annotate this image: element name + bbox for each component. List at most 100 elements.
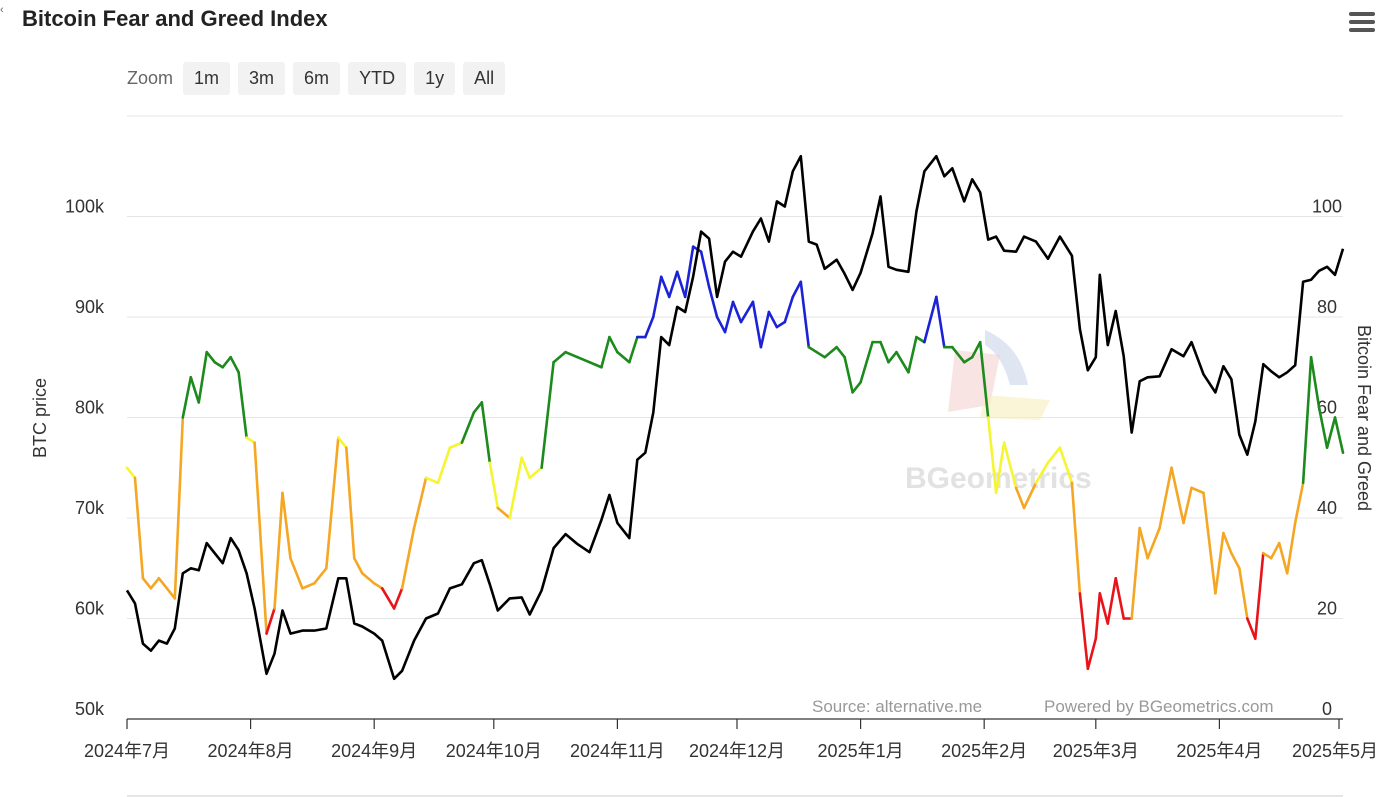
fear-greed-segment <box>528 466 543 480</box>
fear-greed-segment <box>313 566 328 585</box>
fear-greed-segment <box>205 350 217 364</box>
fear-greed-segment <box>1190 486 1205 495</box>
grid-lines <box>127 115 1343 619</box>
fear-greed-segment <box>229 355 240 374</box>
x-tick-label: 2025年5月 <box>1292 741 1378 761</box>
fear-greed-segment <box>352 556 364 575</box>
fear-greed-segment <box>380 587 396 610</box>
fear-greed-segment <box>1034 461 1050 485</box>
fear-greed-segment <box>1106 576 1118 625</box>
fear-greed-segment <box>651 275 663 319</box>
fear-greed-segment <box>683 245 695 299</box>
fear-greed-segment <box>1253 551 1265 640</box>
fear-greed-segment <box>1058 446 1074 485</box>
fear-greed-segment <box>1078 592 1090 671</box>
fear-greed-segment <box>1317 406 1329 449</box>
fear-greed-segment <box>1325 416 1337 449</box>
fear-greed-segment <box>1138 526 1149 560</box>
fear-greed-segment <box>448 441 464 449</box>
fear-greed-segment <box>552 350 567 364</box>
x-tick-label: 2024年11月 <box>570 741 665 761</box>
btc-price-line <box>125 154 1345 681</box>
fear-greed-segment <box>1261 551 1273 560</box>
fear-greed-segment <box>424 476 440 485</box>
fear-greed-segment <box>923 295 938 344</box>
zoom-label: Zoom <box>127 68 174 88</box>
fear-greed-segment <box>157 576 169 590</box>
fear-greed-segment <box>472 401 484 414</box>
fear-greed-segment <box>173 416 185 600</box>
fear-greed-segment <box>1301 355 1313 485</box>
fear-greed-segment <box>221 355 232 369</box>
fear-greed-segment <box>643 315 655 339</box>
fear-greed-segment <box>1114 576 1126 620</box>
fear-greed-segment <box>189 375 201 404</box>
fear-greed-segment <box>400 526 416 590</box>
zoom-1m-button[interactable]: 1m <box>183 62 231 95</box>
x-tick-label: 2024年8月 <box>208 741 294 761</box>
watermark: BGeometrics <box>905 330 1092 495</box>
fear-greed-segment <box>480 401 492 465</box>
fear-greed-segment <box>915 335 926 344</box>
fear-greed-segment <box>520 456 531 480</box>
fear-greed-segment <box>616 350 631 364</box>
fear-greed-segment <box>1214 531 1225 595</box>
fear-greed-segment <box>181 375 193 419</box>
right-tick-label: 60 <box>1317 398 1337 418</box>
fear-greed-segment <box>1022 481 1038 510</box>
left-tick-label: 70k <box>75 498 105 518</box>
zoom-ytd-button[interactable]: YTD <box>348 62 407 95</box>
source-credit[interactable]: Source: alternative.me <box>812 697 982 716</box>
fear-greed-segment <box>141 576 153 590</box>
fear-greed-segment <box>815 350 827 359</box>
x-tick-label: 2025年1月 <box>818 741 904 761</box>
zoom-1y-button[interactable]: 1y <box>414 62 456 95</box>
fear-greed-segment <box>739 300 755 324</box>
x-tick-label: 2024年12月 <box>689 741 785 761</box>
fear-greed-segment <box>843 355 854 394</box>
fear-greed-segment <box>1070 481 1082 595</box>
zoom-6m-button[interactable]: 6m <box>293 62 341 95</box>
fear-greed-segment <box>1170 466 1185 525</box>
fear-greed-segment <box>1146 526 1161 560</box>
fear-greed-segment <box>1046 446 1062 465</box>
fear-greed-segment <box>1333 416 1345 454</box>
fear-greed-segment <box>823 345 838 359</box>
fear-greed-segment <box>237 370 248 439</box>
fear-greed-segment <box>879 340 890 364</box>
fear-greed-segment <box>149 576 161 590</box>
fear-greed-segment <box>372 582 384 590</box>
zoom-3m-button[interactable]: 3m <box>238 62 286 95</box>
fear-greed-segment <box>986 416 998 495</box>
fear-greed-segment <box>994 441 1006 495</box>
fear-greed-segment <box>600 335 611 369</box>
powered-by-credit[interactable]: Powered by BGeometrics.com <box>1044 697 1274 716</box>
zoom-all-button[interactable]: All <box>463 62 506 95</box>
fear-greed-segment <box>1158 466 1173 530</box>
fear-greed-segment <box>488 461 500 510</box>
x-tick-label: 2024年10月 <box>446 741 542 761</box>
collapse-chevron-icon[interactable]: ‹ <box>0 4 4 16</box>
fear-greed-segment <box>412 476 428 530</box>
fear-greed-segment <box>895 350 910 374</box>
fear-greed-segment <box>344 446 356 560</box>
fear-greed-segment <box>1269 541 1281 560</box>
fear-greed-segment <box>496 506 512 520</box>
fear-greed-segment <box>588 360 603 369</box>
fear-greed-segment <box>1277 541 1289 575</box>
fear-greed-segment <box>337 436 348 449</box>
fear-greed-segment <box>791 280 803 299</box>
fear-greed-segment <box>707 285 719 319</box>
left-axis-title: BTC price <box>30 378 50 458</box>
fear-greed-segment <box>970 340 982 359</box>
left-axis: 50k 60k 70k 80k 90k 100k <box>65 197 105 720</box>
left-tick-label: 100k <box>65 197 105 217</box>
fear-greed-segment <box>759 310 771 349</box>
x-tick-label: 2025年2月 <box>941 741 1027 761</box>
hamburger-menu-icon[interactable] <box>1349 12 1375 36</box>
fear-greed-segment <box>859 340 874 384</box>
fear-greed-segment <box>165 587 177 600</box>
fear-greed-segment <box>628 335 639 364</box>
x-tick-label: 2025年4月 <box>1176 741 1262 761</box>
